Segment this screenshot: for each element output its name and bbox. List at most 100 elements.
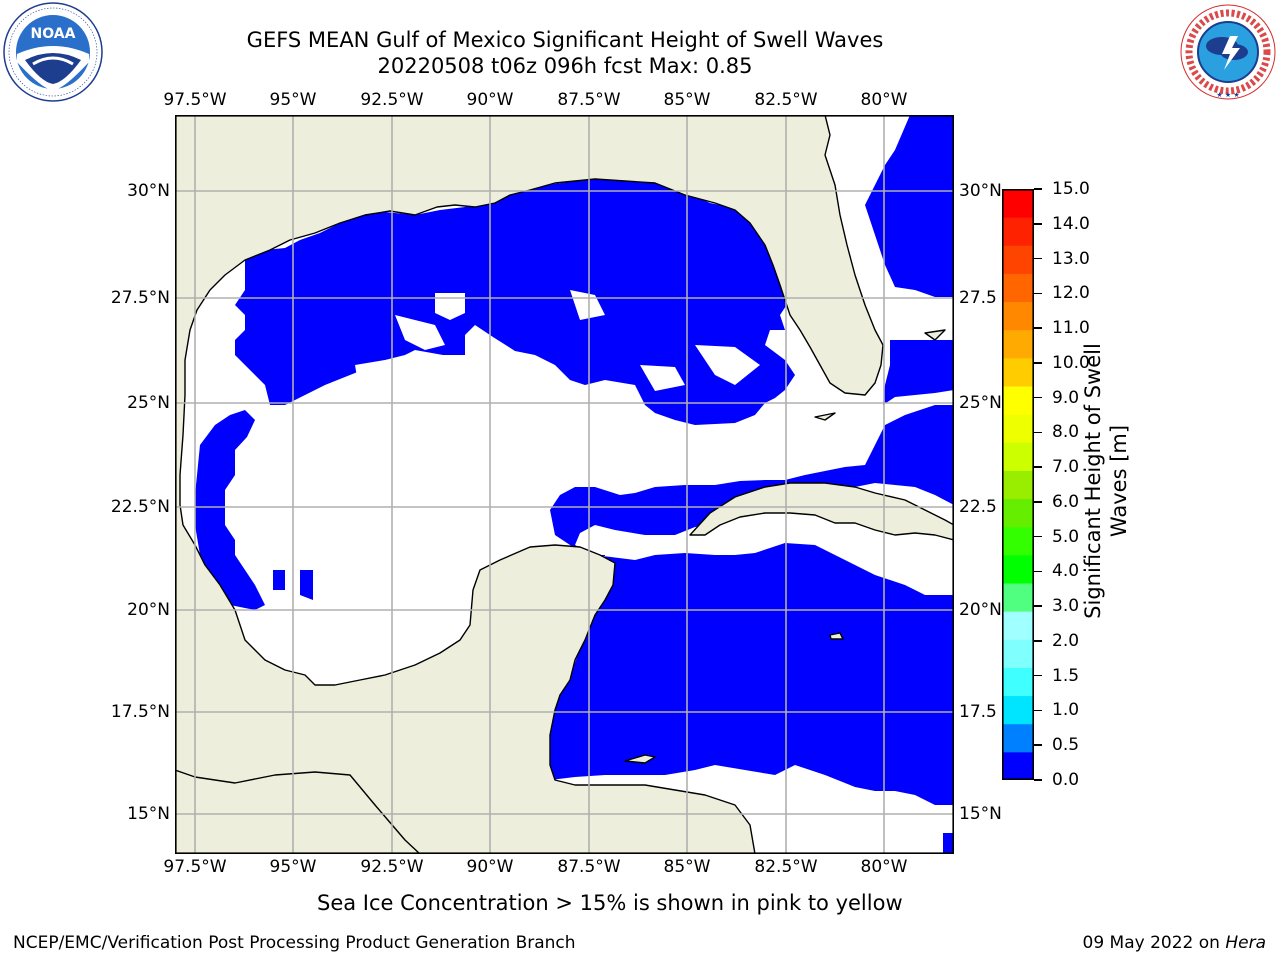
colorbar-tick-label: 3.0 [1052,596,1080,617]
sea-ice-note: Sea Ice Concentration > 15% is shown in … [317,891,903,915]
colorbar-swatch [1002,554,1034,584]
lon-label-top: 85°W [663,90,711,110]
colorbar-tick-mark [1034,744,1042,746]
map-grid [175,115,954,854]
colorbar-swatch [1002,470,1034,500]
colorbar-tick-label: 4.0 [1052,561,1080,582]
colorbar-tick-mark [1034,466,1042,468]
colorbar-tick-mark [1034,362,1042,364]
colorbar-swatch [1002,329,1034,359]
colorbar-swatch [1002,583,1034,612]
colorbar-tick-mark [1034,223,1042,225]
colorbar-tick-mark [1034,501,1042,503]
colorbar-tick-mark [1034,535,1042,538]
colorbar-tick-label: 10.0 [1052,352,1090,373]
colorbar-tick-label: 14.0 [1052,213,1090,234]
colorbar-tick-label: 0.5 [1052,735,1080,756]
lat-label-right: 15°N [959,804,1002,824]
land [174,114,955,855]
lon-label-bottom: 85°W [663,857,711,877]
lon-label-top: 95°W [269,90,317,110]
gulf-of-mexico-map [174,114,955,855]
svg-text:★ ★ ★: ★ ★ ★ [1216,91,1239,99]
lon-label-bottom: 82.5°W [754,857,818,877]
footer-credit: NCEP/EMC/Verification Post Processing Pr… [13,933,576,953]
footer-date: 09 May 2022 on Hera [1083,933,1267,953]
colorbar-tick-mark [1034,292,1042,295]
colorbar-swatch [1002,695,1034,725]
lat-label-left: 15°N [127,804,170,824]
colorbar-tick-label: 12.0 [1052,283,1090,304]
svg-text:NOAA: NOAA [31,26,76,42]
colorbar-tick-label: 0.0 [1052,770,1080,790]
colorbar-tick-mark [1034,431,1042,434]
colorbar [1002,189,1034,781]
colorbar-swatch [1002,442,1034,471]
lon-label-top: 80°W [860,90,908,110]
lat-label-left: 22.5°N [110,497,170,517]
lat-label-left: 20°N [127,600,170,620]
colorbar-swatch [1002,386,1034,415]
colorbar-tick-mark [1034,779,1042,781]
colorbar-swatch [1002,357,1034,387]
colorbar-swatch [1002,723,1034,753]
lon-label-bottom: 80°W [860,857,908,877]
colorbar-tick-label: 6.0 [1052,491,1080,512]
lon-label-bottom: 97.5°W [163,857,227,877]
lat-label-left: 30°N [127,181,170,201]
colorbar-tick-mark [1034,674,1042,677]
map-title: GEFS MEAN Gulf of Mexico Significant Hei… [246,28,884,52]
lat-label-right: 22.5 [959,497,997,517]
colorbar-tick-label: 15.0 [1052,179,1090,199]
map-panel [174,114,955,855]
lat-label-left: 17.5°N [110,702,170,722]
colorbar-tick-label: 7.0 [1052,457,1080,478]
colorbar-tick-label: 5.0 [1052,526,1080,547]
colorbar-swatches [1002,189,1034,781]
lat-label-left: 25°N [127,393,170,413]
lon-label-top: 97.5°W [163,90,227,110]
lat-label-right: 17.5 [959,702,997,722]
lon-label-top: 82.5°W [754,90,818,110]
colorbar-swatch [1002,667,1034,697]
colorbar-tick-label: 1.5 [1052,665,1080,686]
colorbar-swatch [1002,526,1034,556]
noaa-logo: NOAA [3,2,103,102]
colorbar-tick-label: 2.0 [1052,630,1080,651]
colorbar-swatch [1002,273,1034,303]
lon-label-bottom: 92.5°W [360,857,424,877]
swell-field-low [195,115,954,854]
lon-label-bottom: 87.5°W [557,857,621,877]
colorbar-tick-mark [1034,188,1042,190]
colorbar-tick-mark [1034,605,1042,607]
colorbar-swatch [1002,414,1034,443]
lon-label-bottom: 90°W [466,857,514,877]
colorbar-tick-label: 9.0 [1052,387,1080,408]
footer-date-text: 09 May 2022 on [1082,933,1226,953]
colorbar-tick-label: 8.0 [1052,422,1080,443]
colorbar-tick-mark [1034,709,1042,712]
lat-label-right: 25°N [959,393,1002,413]
colorbar-swatch [1002,217,1034,246]
lat-label-right: 30°N [959,181,1002,201]
colorbar-swatch [1002,611,1034,640]
nws-logo: ★ ★ ★ [1178,2,1278,102]
colorbar-tick-label: 1.0 [1052,700,1080,721]
colorbar-swatch [1002,639,1034,668]
colorbar-frame [1002,189,1034,781]
lat-label-left: 27.5°N [110,288,170,308]
lon-label-top: 92.5°W [360,90,424,110]
lon-label-bottom: 95°W [269,857,317,877]
colorbar-tick-mark [1034,570,1042,573]
lon-label-top: 87.5°W [557,90,621,110]
colorbar-swatch [1002,189,1034,218]
colorbar-swatch [1002,245,1034,274]
colorbar-tick-mark [1034,257,1042,260]
lat-label-right: 27.5 [959,288,997,308]
lon-label-top: 90°W [466,90,514,110]
colorbar-tick-label: 11.0 [1052,318,1090,339]
colorbar-label-line2: Waves [m] [1107,424,1131,538]
colorbar-label-line1: Significant Height of Swell [1081,343,1105,619]
colorbar-swatch [1002,751,1034,781]
colorbar-swatch [1002,301,1034,331]
